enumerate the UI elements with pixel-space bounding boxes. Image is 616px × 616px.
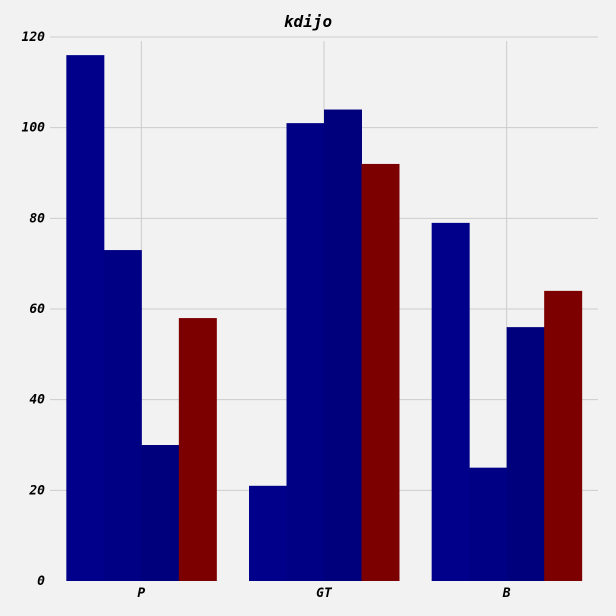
- bar: [469, 467, 508, 581]
- y-tick-label: 60: [29, 302, 45, 317]
- y-tick-label: 40: [29, 393, 45, 408]
- chart-title: kdijo: [283, 12, 333, 31]
- x-tick-label: P: [137, 586, 145, 601]
- bar: [286, 123, 325, 581]
- bar: [249, 485, 287, 581]
- bar: [506, 327, 545, 581]
- y-tick-label: 120: [22, 30, 46, 45]
- bar: [178, 318, 217, 581]
- y-tick-label: 80: [29, 211, 45, 226]
- y-tick-label: 0: [37, 574, 45, 589]
- bar: [103, 250, 142, 582]
- x-tick-label: GT: [316, 586, 333, 601]
- bar: [66, 55, 105, 581]
- bar: [544, 290, 583, 581]
- y-tick-label: 100: [22, 121, 46, 136]
- bar: [141, 445, 180, 581]
- bar: [324, 109, 362, 582]
- bar: [431, 222, 470, 581]
- y-tick-label: 20: [28, 483, 45, 498]
- bar: [361, 163, 400, 581]
- x-tick-label: B: [502, 586, 511, 601]
